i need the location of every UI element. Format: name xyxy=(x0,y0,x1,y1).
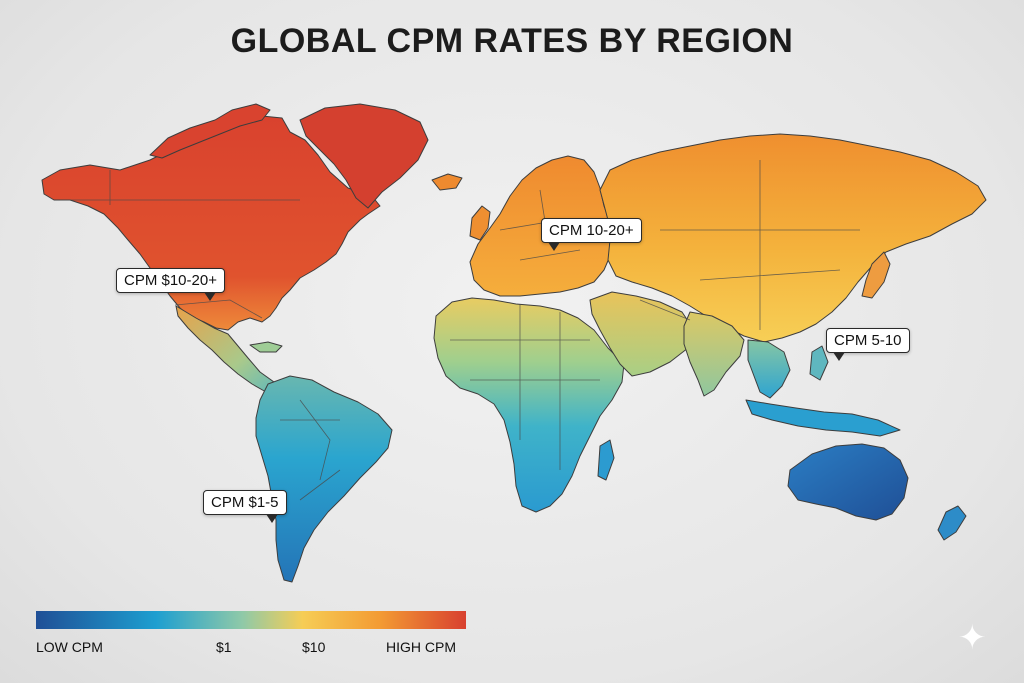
southeast-asia xyxy=(747,339,791,399)
asia xyxy=(599,133,987,343)
legend-mid1-label: $1 xyxy=(216,639,232,655)
australia xyxy=(787,443,909,521)
caribbean xyxy=(249,341,283,353)
map-title: GLOBAL CPM RATES BY REGION xyxy=(230,22,794,60)
callout-europe: CPM 10-20+ xyxy=(541,218,642,251)
indonesia xyxy=(745,399,901,437)
legend-gradient-bar xyxy=(36,611,466,629)
sparkle-icon: ✦ xyxy=(958,619,987,657)
arctic-islands xyxy=(149,103,271,159)
new-zealand xyxy=(937,505,967,541)
africa xyxy=(433,297,625,513)
greenland xyxy=(299,103,429,209)
uk-isles xyxy=(469,205,491,241)
callout-asia-pacific: CPM 5-10 xyxy=(826,328,910,361)
legend-high-label: HIGH CPM xyxy=(386,639,456,655)
iceland xyxy=(431,173,463,191)
india xyxy=(683,311,745,397)
callout-north-america: CPM $10-20+ xyxy=(116,268,225,301)
callout-south-america: CPM $1-5 xyxy=(203,490,287,523)
legend-low-label: LOW CPM xyxy=(36,639,103,655)
madagascar xyxy=(597,439,615,481)
japan xyxy=(861,251,891,299)
philippines xyxy=(809,345,829,381)
middle-east xyxy=(589,291,695,377)
legend-mid2-label: $10 xyxy=(302,639,326,655)
south-america xyxy=(255,375,393,583)
